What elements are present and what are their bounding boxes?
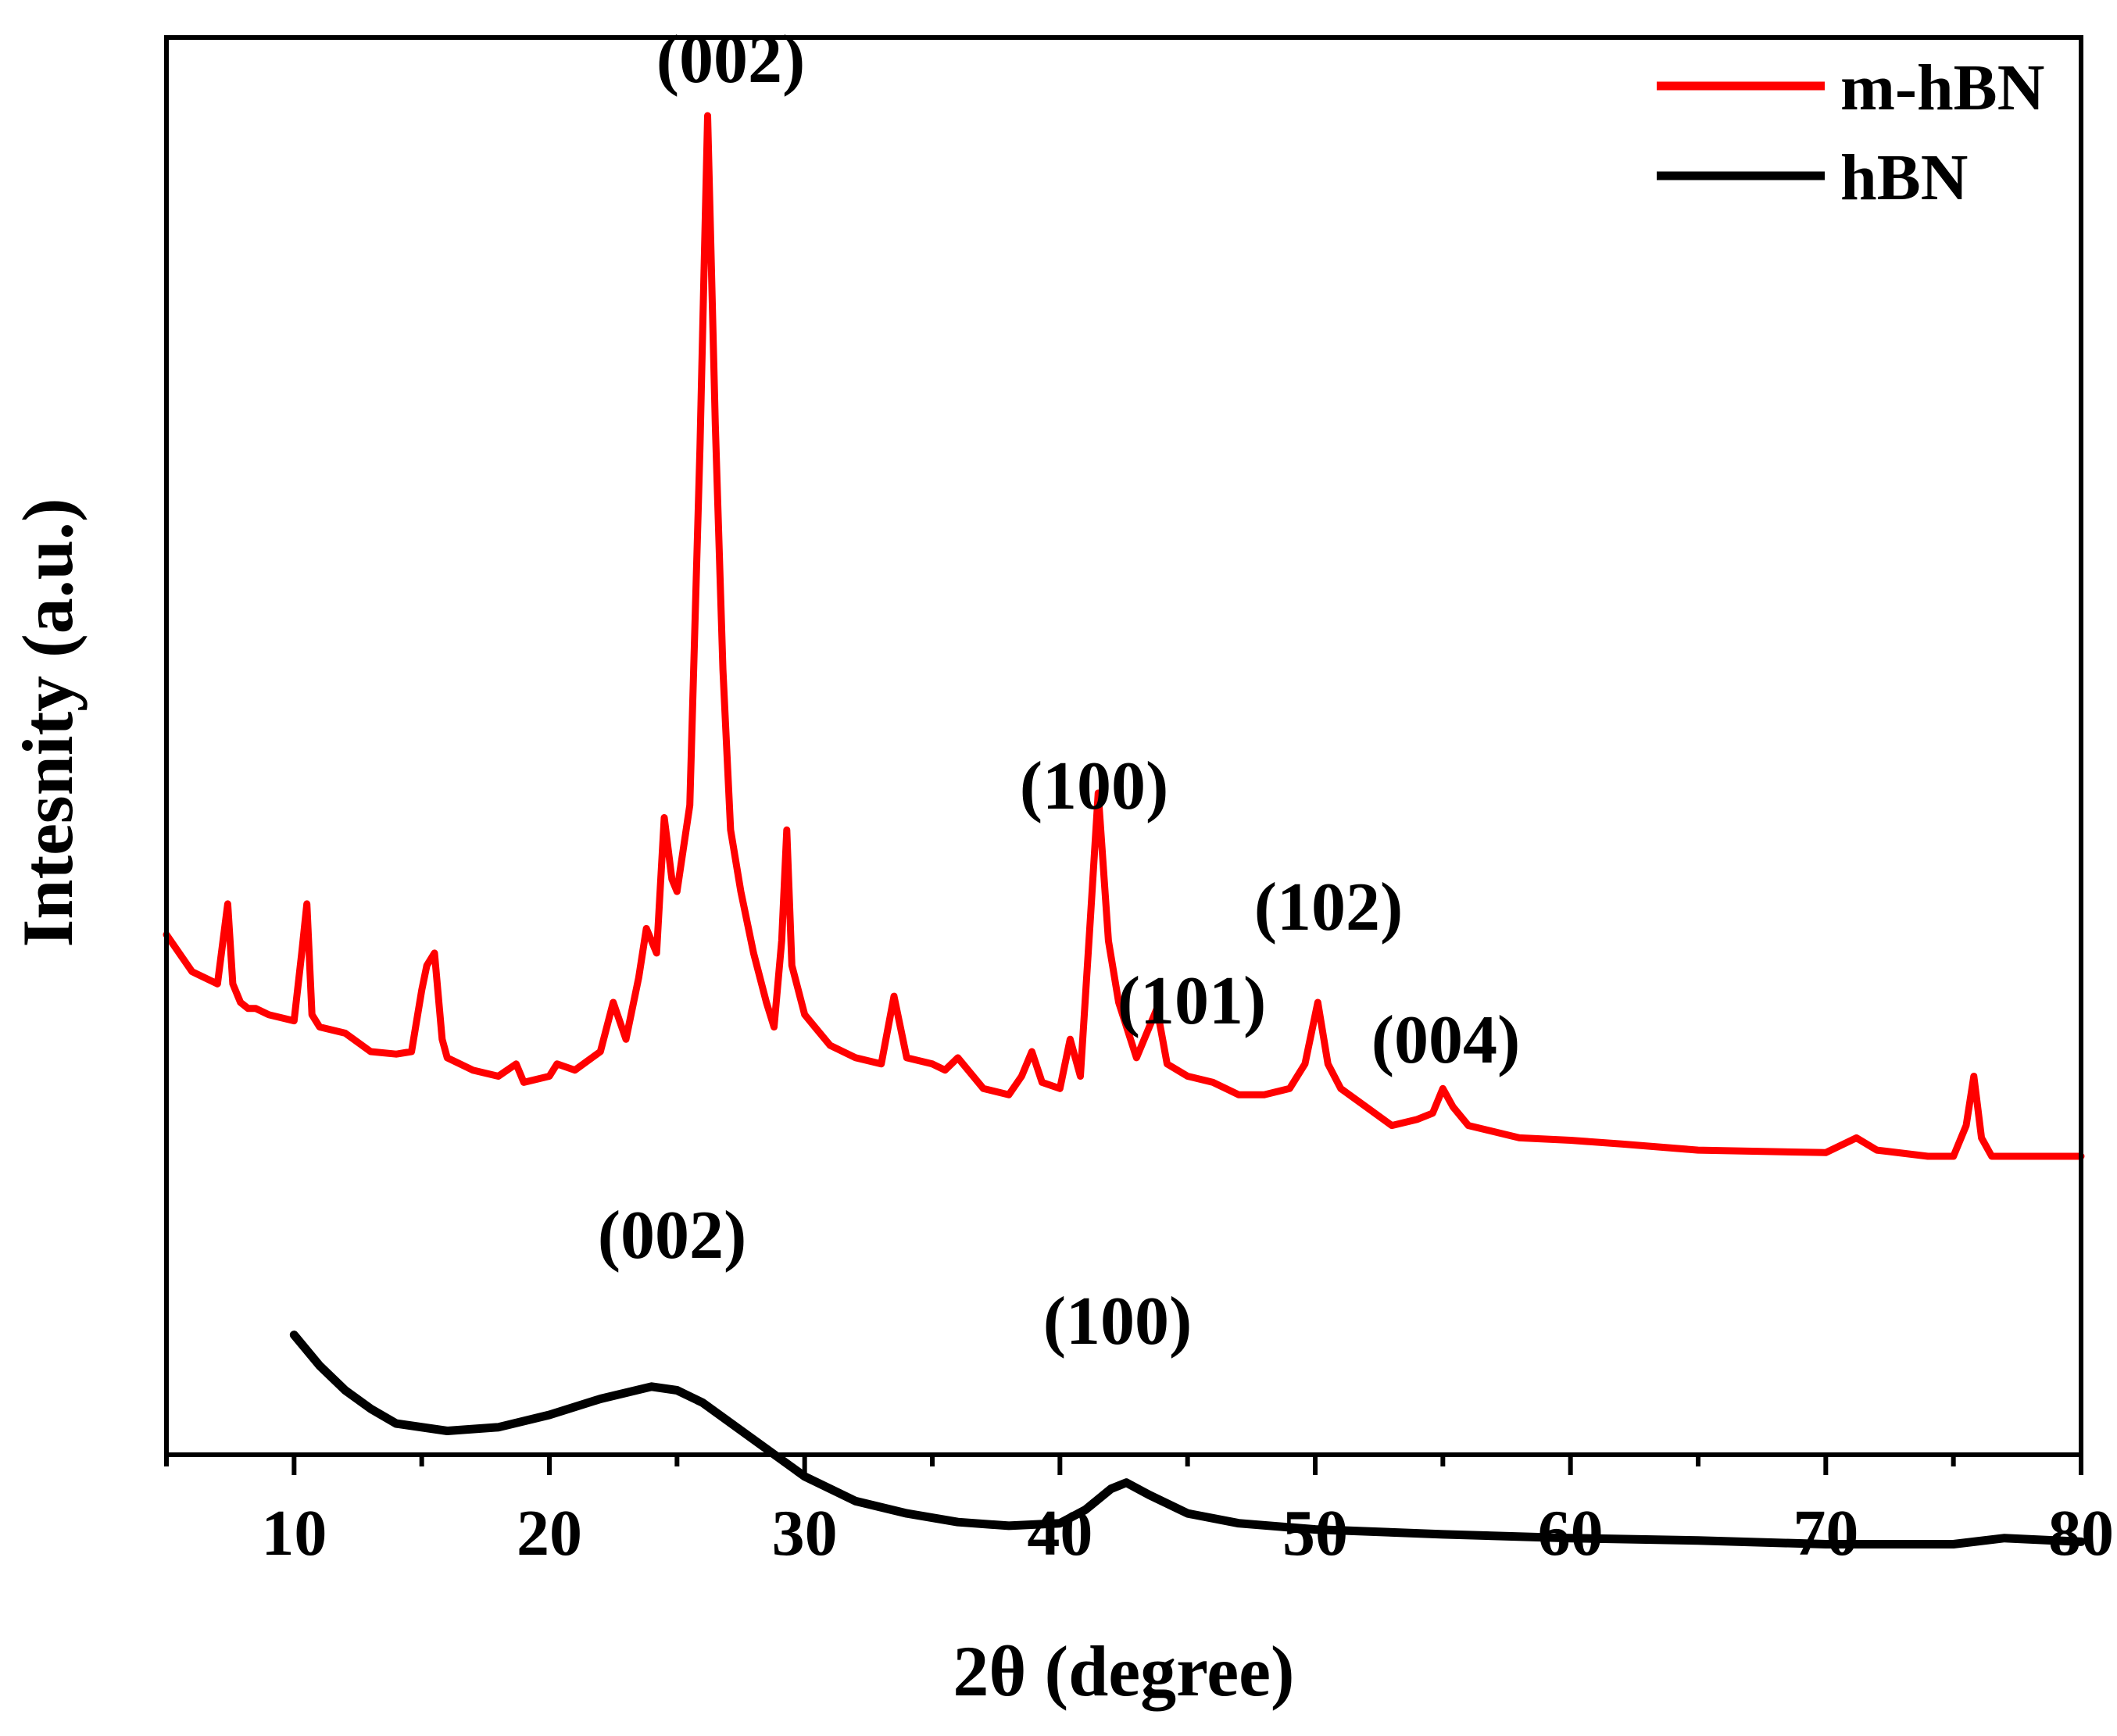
plot-frame [164, 35, 2083, 1457]
x-tick-label: 80 [2048, 1497, 2114, 1570]
peak-label: (002) [656, 22, 806, 98]
legend-label-hbn: hBN [1840, 141, 1968, 214]
x-tick-label: 60 [1538, 1497, 1604, 1570]
x-tick-label: 50 [1282, 1497, 1348, 1570]
series-line-m-hbn [163, 112, 2085, 1160]
x-tick-label: 20 [517, 1497, 582, 1570]
peak-label: (100) [1043, 1284, 1193, 1359]
peak-label: (102) [1254, 870, 1404, 945]
peak-annotations: (002) (100) (101) (102) (004) (002) (100) [598, 22, 1521, 1359]
x-tick-label: 70 [1793, 1497, 1858, 1570]
x-axis-label: 2θ (degree) [953, 1631, 1294, 1711]
peak-label: (002) [598, 1198, 747, 1273]
x-tick-label: 40 [1027, 1497, 1092, 1570]
x-axis-ticks: 10 20 30 40 50 60 70 80 [164, 1455, 2114, 1570]
peak-label: (101) [1118, 963, 1267, 1039]
legend-label-m-hbn: m-hBN [1840, 52, 2044, 124]
legend: m-hBN hBN [1657, 52, 2044, 214]
peak-label: (004) [1371, 1002, 1521, 1078]
y-axis-label: Intesnity (a.u.) [8, 498, 88, 947]
series-line-hbn [289, 1331, 2086, 1548]
x-tick-label: 10 [261, 1497, 327, 1570]
x-tick-label: 30 [772, 1497, 838, 1570]
peak-label: (100) [1020, 748, 1169, 824]
